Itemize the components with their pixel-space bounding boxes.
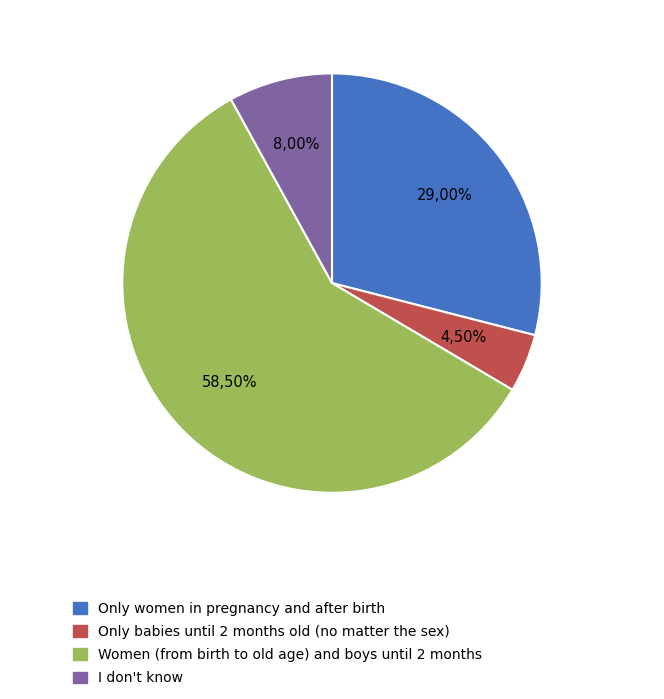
Legend: Only women in pregnancy and after birth, Only babies until 2 months old (no matt: Only women in pregnancy and after birth,… [73,602,482,685]
Text: 58,50%: 58,50% [202,375,258,390]
Wedge shape [122,99,513,493]
Text: 29,00%: 29,00% [417,188,473,203]
Wedge shape [231,73,332,283]
Text: 8,00%: 8,00% [274,138,320,152]
Wedge shape [332,283,535,390]
Text: 4,50%: 4,50% [441,330,487,345]
Wedge shape [332,73,542,336]
